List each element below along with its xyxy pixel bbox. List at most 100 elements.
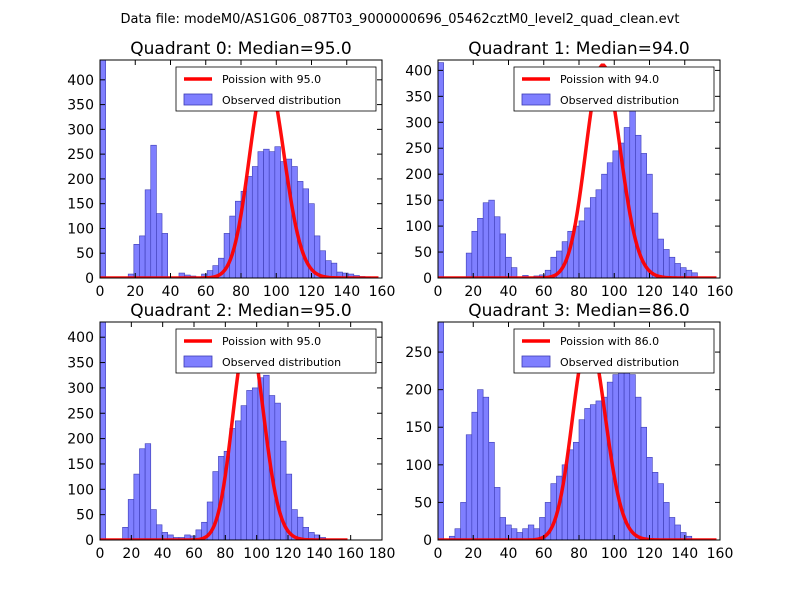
y-tick-label: 0: [85, 271, 94, 287]
x-tick-label: 140: [671, 546, 698, 562]
quadrant-0-chart: 0 20 40 60 80 100 120 140 160 0 50 100 150 200 250 300 3…: [67, 39, 395, 300]
histogram-bar: [482, 202, 490, 278]
legend-bar-swatch: [521, 93, 551, 106]
x-tick-label: 0: [96, 546, 105, 562]
figure-suptitle: Data file: modeM0/AS1G06_087T03_90000006…: [121, 12, 680, 27]
histogram-bar: [122, 527, 129, 540]
histogram-bar: [640, 426, 647, 540]
y-tick-label: 300: [67, 122, 94, 138]
histogram-bar: [511, 267, 518, 278]
y-tick-label: 150: [67, 457, 94, 473]
y-tick-label: 50: [414, 245, 432, 261]
x-tick-label: 20: [126, 284, 144, 300]
histogram-bar: [471, 411, 478, 540]
y-tick-label: 300: [67, 381, 94, 397]
y-tick-label: 0: [423, 271, 432, 287]
legend-label-observed: Observed distribution: [560, 356, 679, 369]
histogram-bar: [263, 148, 270, 278]
x-tick-label: 60: [535, 284, 553, 300]
histogram-bar: [100, 60, 106, 278]
x-tick-label: 40: [500, 284, 518, 300]
y-tick-label: 400: [405, 63, 432, 79]
legend: Poission with 86.0 Observed distribution: [513, 328, 715, 374]
y-tick-label: 250: [67, 406, 94, 422]
histogram-bar: [606, 162, 614, 278]
histogram-bar: [646, 173, 653, 278]
x-tick-label: 20: [464, 284, 482, 300]
chart-title: Quadrant 0: Median=95.0: [130, 39, 352, 59]
histogram-bar: [156, 524, 163, 540]
y-tick-label: 350: [67, 356, 94, 372]
legend-label-observed: Observed distribution: [560, 94, 679, 107]
histogram-bar: [612, 150, 619, 278]
x-tick-label: 40: [500, 546, 518, 562]
histogram-bar: [623, 366, 631, 540]
y-tick-label: 50: [414, 495, 432, 511]
y-tick-label: 50: [76, 508, 94, 524]
histogram-bar: [674, 524, 681, 540]
histogram-bar: [685, 535, 693, 540]
histogram-bar: [268, 151, 276, 278]
legend-label-poisson: Poission with 94.0: [560, 73, 659, 86]
histogram-bar: [251, 166, 259, 278]
observed-bars: [100, 322, 326, 540]
histogram-bar: [567, 449, 574, 540]
histogram-bar: [465, 252, 473, 278]
histogram-bar: [482, 396, 490, 540]
histogram-bar: [601, 173, 608, 278]
histogram-bar: [578, 220, 585, 278]
histogram-bar: [663, 502, 670, 540]
histogram-bar: [668, 517, 676, 540]
histogram-bar: [156, 213, 163, 278]
histogram-bar: [251, 387, 259, 540]
x-tick-label: 100: [243, 546, 270, 562]
x-tick-label: 120: [636, 546, 663, 562]
y-tick-label: 100: [405, 219, 432, 235]
legend-label-poisson: Poission with 95.0: [222, 335, 321, 348]
histogram-bar: [629, 106, 636, 278]
x-tick-label: 80: [570, 546, 588, 562]
y-tick-label: 350: [67, 98, 94, 114]
legend-label-poisson: Poission with 86.0: [560, 335, 659, 348]
histogram-bar: [595, 400, 602, 540]
x-tick-label: 20: [122, 546, 140, 562]
y-tick-label: 100: [405, 458, 432, 474]
histogram-bar: [663, 249, 670, 278]
histogram-bar: [274, 146, 281, 278]
x-tick-label: 140: [306, 546, 333, 562]
chart-title: Quadrant 1: Median=94.0: [468, 39, 690, 59]
x-tick-label: 0: [434, 284, 443, 300]
histogram-bar: [657, 483, 664, 540]
x-tick-label: 160: [707, 284, 734, 300]
histogram-bar: [674, 263, 681, 278]
histogram-bar: [477, 389, 484, 540]
histogram-bar: [499, 233, 506, 278]
histogram-bar: [573, 441, 580, 540]
x-tick-label: 140: [333, 284, 360, 300]
x-tick-label: 100: [601, 284, 628, 300]
x-tick-label: 60: [535, 546, 553, 562]
histogram-bar: [578, 419, 585, 540]
y-tick-label: 200: [67, 172, 94, 188]
x-tick-label: 180: [369, 546, 396, 562]
legend: Poission with 94.0 Observed distribution: [513, 66, 715, 112]
legend: Poission with 95.0 Observed distribution: [175, 66, 377, 112]
x-tick-label: 80: [570, 284, 588, 300]
histogram-bar: [133, 473, 140, 540]
x-tick-label: 80: [232, 284, 250, 300]
legend-label-poisson: Poission with 95.0: [222, 73, 321, 86]
histogram-bar: [471, 230, 478, 278]
legend-label-observed: Observed distribution: [222, 356, 341, 369]
histogram-bar: [488, 441, 495, 540]
histogram-bar: [652, 212, 659, 278]
histogram-bar: [646, 457, 653, 540]
histogram-bar: [589, 197, 597, 278]
histogram-bar: [330, 262, 338, 278]
x-tick-label: 60: [197, 284, 215, 300]
histogram-bar: [274, 402, 281, 540]
x-tick-label: 120: [275, 546, 302, 562]
x-tick-label: 40: [154, 546, 172, 562]
histogram-bar: [246, 176, 253, 278]
histogram-bar: [280, 161, 287, 278]
y-tick-label: 150: [405, 193, 432, 209]
